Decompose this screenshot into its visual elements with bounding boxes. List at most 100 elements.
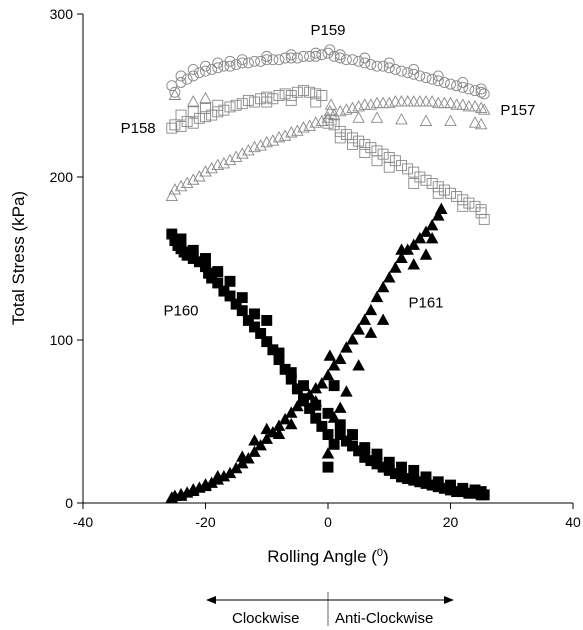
data-point (334, 419, 346, 431)
data-point (284, 417, 298, 430)
data-point (279, 52, 291, 64)
data-point (389, 261, 402, 273)
data-point (254, 139, 267, 151)
data-point (180, 176, 194, 188)
data-point (206, 63, 218, 75)
series-P157 (165, 88, 491, 202)
data-point (328, 119, 340, 131)
data-point (212, 62, 224, 74)
data-point (328, 438, 340, 450)
data-point (322, 407, 334, 419)
data-point (413, 232, 427, 244)
data-point (395, 251, 408, 263)
data-point (419, 114, 433, 127)
data-point (297, 395, 310, 407)
data-point (475, 207, 487, 219)
data-point (224, 101, 236, 113)
data-point (236, 57, 248, 69)
data-point (260, 432, 274, 444)
data-point (266, 134, 280, 146)
data-point (224, 60, 236, 72)
data-point (474, 101, 488, 113)
data-point (200, 65, 211, 77)
data-point (457, 81, 469, 93)
data-point (200, 253, 211, 264)
series-label: P157 (500, 102, 535, 119)
data-point (468, 99, 482, 112)
data-point (402, 163, 414, 175)
data-point (186, 95, 200, 107)
data-point (322, 117, 334, 129)
data-point (426, 178, 438, 189)
data-point (316, 90, 328, 101)
data-point (169, 86, 181, 98)
data-point (166, 80, 178, 92)
y-tick-label: 100 (50, 332, 74, 348)
data-point (328, 50, 340, 62)
data-point (249, 321, 260, 333)
data-point (395, 95, 408, 107)
data-point (298, 85, 309, 97)
y-tick-label: 0 (65, 495, 73, 511)
series-label: P159 (310, 22, 345, 39)
data-point (359, 442, 371, 454)
data-point (432, 476, 444, 488)
data-point (181, 73, 193, 85)
data-point (371, 155, 383, 167)
data-point (359, 57, 371, 69)
data-point (261, 50, 273, 62)
data-point (370, 96, 384, 109)
data-point (193, 67, 205, 79)
data-point (359, 147, 371, 159)
data-point (211, 469, 225, 482)
data-point (370, 111, 384, 123)
data-point (273, 90, 285, 101)
data-point (261, 314, 273, 326)
data-point (383, 456, 395, 468)
data-point (432, 187, 444, 199)
data-point (298, 50, 309, 62)
data-point (200, 103, 211, 114)
data-point (200, 60, 211, 72)
data-point (315, 377, 329, 389)
data-point (347, 54, 358, 66)
y-tick-label: 200 (50, 169, 74, 185)
data-point (224, 290, 236, 302)
clockwise-label: Clockwise (232, 610, 300, 627)
data-point (382, 271, 396, 283)
data-point (323, 349, 337, 361)
data-point (236, 54, 248, 66)
data-point (212, 266, 224, 277)
data-point (438, 184, 450, 196)
data-point (478, 213, 490, 225)
data-point (426, 73, 438, 85)
data-point (261, 336, 273, 348)
x-axis-title-sup: 0 (377, 547, 383, 559)
data-point (267, 54, 279, 66)
series-annotations: P159 P158 P157 P160 P161 (121, 22, 536, 319)
data-point (255, 55, 267, 67)
data-point (364, 326, 378, 338)
data-point (333, 401, 347, 413)
data-point (376, 313, 390, 325)
data-point (165, 189, 179, 202)
data-point (468, 116, 482, 128)
data-point (431, 209, 445, 221)
data-marks (165, 44, 491, 503)
data-point (457, 194, 469, 206)
data-point (377, 148, 389, 160)
data-point (193, 112, 205, 124)
data-point (408, 464, 420, 476)
data-point (261, 96, 273, 108)
data-point (217, 157, 231, 169)
data-point (474, 117, 488, 130)
data-point (396, 65, 407, 77)
data-point (347, 132, 358, 144)
data-point (218, 60, 230, 72)
data-point (249, 55, 260, 67)
data-point (285, 49, 297, 61)
data-point (383, 57, 395, 69)
data-point (273, 347, 285, 359)
data-point (236, 98, 248, 110)
data-point (186, 483, 200, 495)
